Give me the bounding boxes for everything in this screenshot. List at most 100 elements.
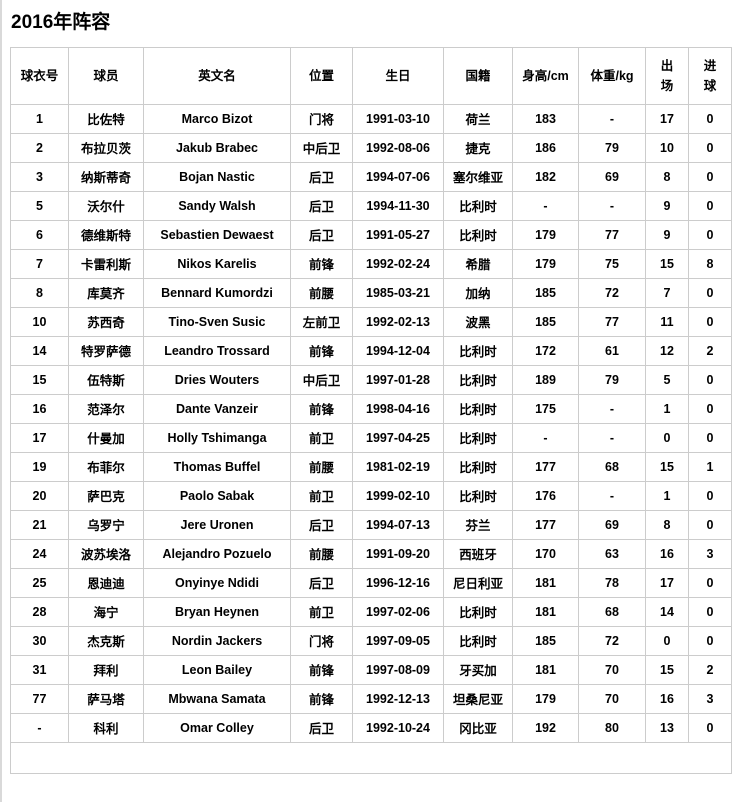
player-cell: 177 (512, 451, 579, 482)
player-cell: Nordin Jackers (143, 625, 291, 656)
player-cell: 沃尔什 (68, 190, 144, 221)
player-cell: 伍特斯 (68, 364, 144, 395)
player-row: 16 范泽尔 Dante Vanzeir 前锋 1998-04-16 比利时 175-1 0 (10, 393, 732, 424)
player-cell: - (578, 103, 646, 134)
player-cell: 24 (10, 538, 69, 569)
player-cell: 前腰 (290, 277, 353, 308)
player-cell: 比佐特 (68, 103, 144, 134)
player-cell: Tino-Sven Susic (143, 306, 291, 337)
player-cell: 0 (688, 103, 732, 134)
player-cell: 1997-04-25 (352, 422, 444, 453)
player-cell: 海宁 (68, 596, 144, 627)
player-cell: 189 (512, 364, 579, 395)
column-header: 国籍 (443, 46, 513, 105)
player-cell: 中后卫 (290, 364, 353, 395)
player-cell: 前锋 (290, 248, 353, 279)
player-cell: 17 (645, 103, 689, 134)
player-cell: 门将 (290, 103, 353, 134)
player-cell: 8 (10, 277, 69, 308)
player-cell: 0 (688, 567, 732, 598)
player-cell: 12 (645, 335, 689, 366)
player-cell: Nikos Karelis (143, 248, 291, 279)
empty-footer-cell (10, 741, 732, 774)
player-cell: 前卫 (290, 422, 353, 453)
player-cell: 1994-11-30 (352, 190, 444, 221)
column-header: 位置 (290, 46, 353, 105)
player-cell: 比利时 (443, 393, 513, 424)
player-cell: 0 (688, 219, 732, 250)
player-cell: 比利时 (443, 422, 513, 453)
player-cell: Jakub Brabec (143, 132, 291, 163)
player-cell: 前锋 (290, 654, 353, 685)
player-cell: 加纳 (443, 277, 513, 308)
player-cell: Bojan Nastic (143, 161, 291, 192)
player-cell: Holly Tshimanga (143, 422, 291, 453)
player-cell: 78 (578, 567, 646, 598)
player-cell: 185 (512, 625, 579, 656)
player-cell: 比利时 (443, 335, 513, 366)
player-row: 19 布菲尔 Thomas Buffel 前腰 1981-02-19 比利时 177 68 15… (10, 451, 732, 482)
player-cell: 182 (512, 161, 579, 192)
player-cell: Jere Uronen (143, 509, 291, 540)
page-content: 2016年阵容 球衣号 球员 英文名 位置 生日 国籍 身高/cm 体重/kg 出 场进 球 1… (10, 12, 732, 774)
player-cell: 14 (645, 596, 689, 627)
player-cell: 1997-08-09 (352, 654, 444, 685)
player-cell: 布菲尔 (68, 451, 144, 482)
player-cell: 183 (512, 103, 579, 134)
player-cell: 乌罗宁 (68, 509, 144, 540)
player-cell: 1994-12-04 (352, 335, 444, 366)
player-cell: 门将 (290, 625, 353, 656)
player-cell: 6 (10, 219, 69, 250)
player-cell: 1 (645, 480, 689, 511)
player-cell: 尼日利亚 (443, 567, 513, 598)
player-cell: 后卫 (290, 567, 353, 598)
player-cell: 1996-12-16 (352, 567, 444, 598)
player-cell: 15 (645, 654, 689, 685)
player-cell: 0 (688, 625, 732, 656)
player-row: 10 苏西奇 Tino-Sven Susic 左前卫 1992-02-13 波黑 185 77… (10, 306, 732, 337)
player-cell: 1985-03-21 (352, 277, 444, 308)
player-cell: 179 (512, 248, 579, 279)
player-cell: 布拉贝茨 (68, 132, 144, 163)
player-cell: 0 (688, 712, 732, 743)
player-cell: Paolo Sabak (143, 480, 291, 511)
player-cell: - (578, 190, 646, 221)
header-row: 球衣号 球员 英文名 位置 生日 国籍 身高/cm 体重/kg 出 场进 球 (10, 46, 732, 105)
player-cell: 后卫 (290, 190, 353, 221)
player-row: 1 比佐特 Marco Bizot 门将 1991-03-10 荷兰 183-17 0 (10, 103, 732, 134)
player-cell: 1999-02-10 (352, 480, 444, 511)
player-cell: 0 (688, 364, 732, 395)
player-cell: 0 (688, 480, 732, 511)
player-cell: 左前卫 (290, 306, 353, 337)
player-cell: 77 (578, 219, 646, 250)
player-row: 30 杰克斯 Nordin Jackers 门将 1997-09-05 比利时 185 72 0… (10, 625, 732, 656)
player-row: 77 萨马塔 Mbwana Samata 前锋 1992-12-13 坦桑尼亚 179 70 1… (10, 683, 732, 714)
player-cell: - (512, 422, 579, 453)
player-cell: 63 (578, 538, 646, 569)
player-row: 21 乌罗宁 Jere Uronen 后卫 1994-07-13 芬兰 177 69 8 0 (10, 509, 732, 540)
page-left-border (0, 0, 2, 802)
column-header: 进 球 (688, 46, 732, 105)
player-cell: 8 (645, 161, 689, 192)
column-header: 球衣号 (10, 46, 69, 105)
player-cell: 0 (688, 596, 732, 627)
player-cell: 1981-02-19 (352, 451, 444, 482)
player-cell: 芬兰 (443, 509, 513, 540)
player-cell: 前锋 (290, 683, 353, 714)
player-cell: 比利时 (443, 596, 513, 627)
player-cell: 9 (645, 219, 689, 250)
player-row: - 科利 Omar Colley 后卫 1992-10-24 冈比亚 192 80 13 0 (10, 712, 732, 743)
player-cell: 2 (688, 335, 732, 366)
player-row: 7 卡雷利斯 Nikos Karelis 前锋 1992-02-24 希腊 179 75 15 8 (10, 248, 732, 279)
player-cell: 后卫 (290, 509, 353, 540)
player-cell: - (10, 712, 69, 743)
player-cell: - (578, 422, 646, 453)
player-cell: 69 (578, 509, 646, 540)
player-cell: 西班牙 (443, 538, 513, 569)
player-row: 15 伍特斯 Dries Wouters 中后卫 1997-01-28 比利时 189 79 5… (10, 364, 732, 395)
player-cell: Bennard Kumordzi (143, 277, 291, 308)
player-cell: 后卫 (290, 712, 353, 743)
player-row: 3 纳斯蒂奇 Bojan Nastic 后卫 1994-07-06 塞尔维亚 182 69 8 0 (10, 161, 732, 192)
player-cell: 前腰 (290, 538, 353, 569)
player-cell: 荷兰 (443, 103, 513, 134)
